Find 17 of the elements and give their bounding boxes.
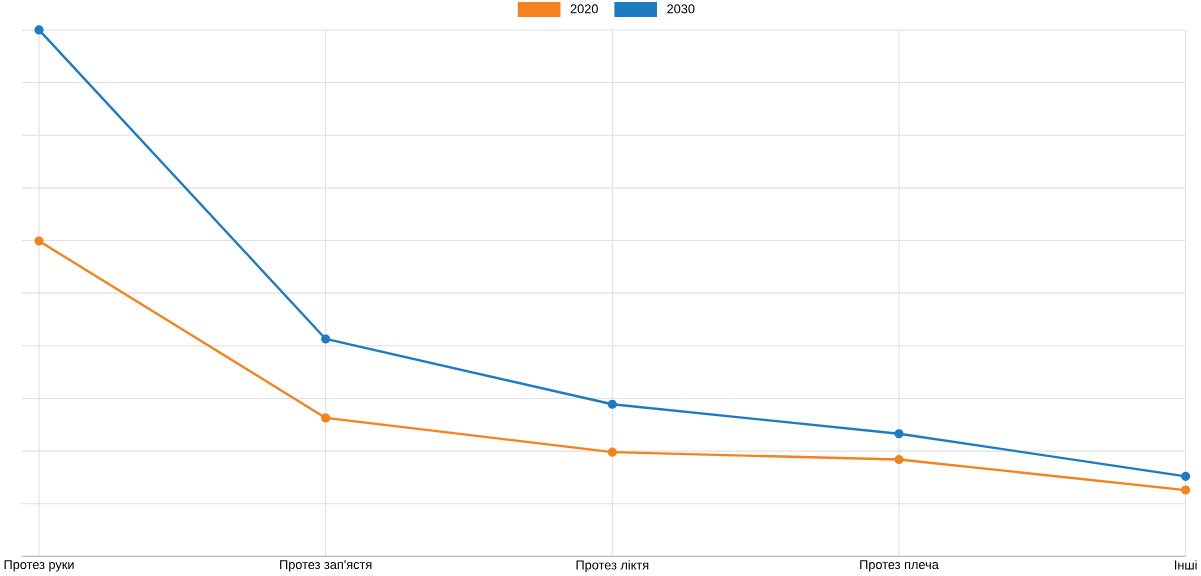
point [34, 236, 44, 246]
point [321, 334, 331, 344]
x-tick-label: Протез плеча [860, 560, 939, 572]
legend-label: 2020 [570, 4, 598, 14]
point [321, 413, 331, 423]
point [1181, 485, 1191, 495]
x-tick-label: Протез руки [4, 560, 74, 572]
x-tick-label: Інші [1175, 560, 1197, 570]
point [894, 429, 904, 439]
point [607, 447, 617, 457]
point [34, 25, 44, 35]
point [607, 399, 617, 410]
point [1181, 472, 1191, 482]
legend-label: 2030 [667, 4, 695, 14]
point [894, 455, 904, 465]
x-tick-label: Протез зап'ястя [280, 560, 372, 572]
x-tick-label: Протез ліктя [576, 560, 649, 573]
